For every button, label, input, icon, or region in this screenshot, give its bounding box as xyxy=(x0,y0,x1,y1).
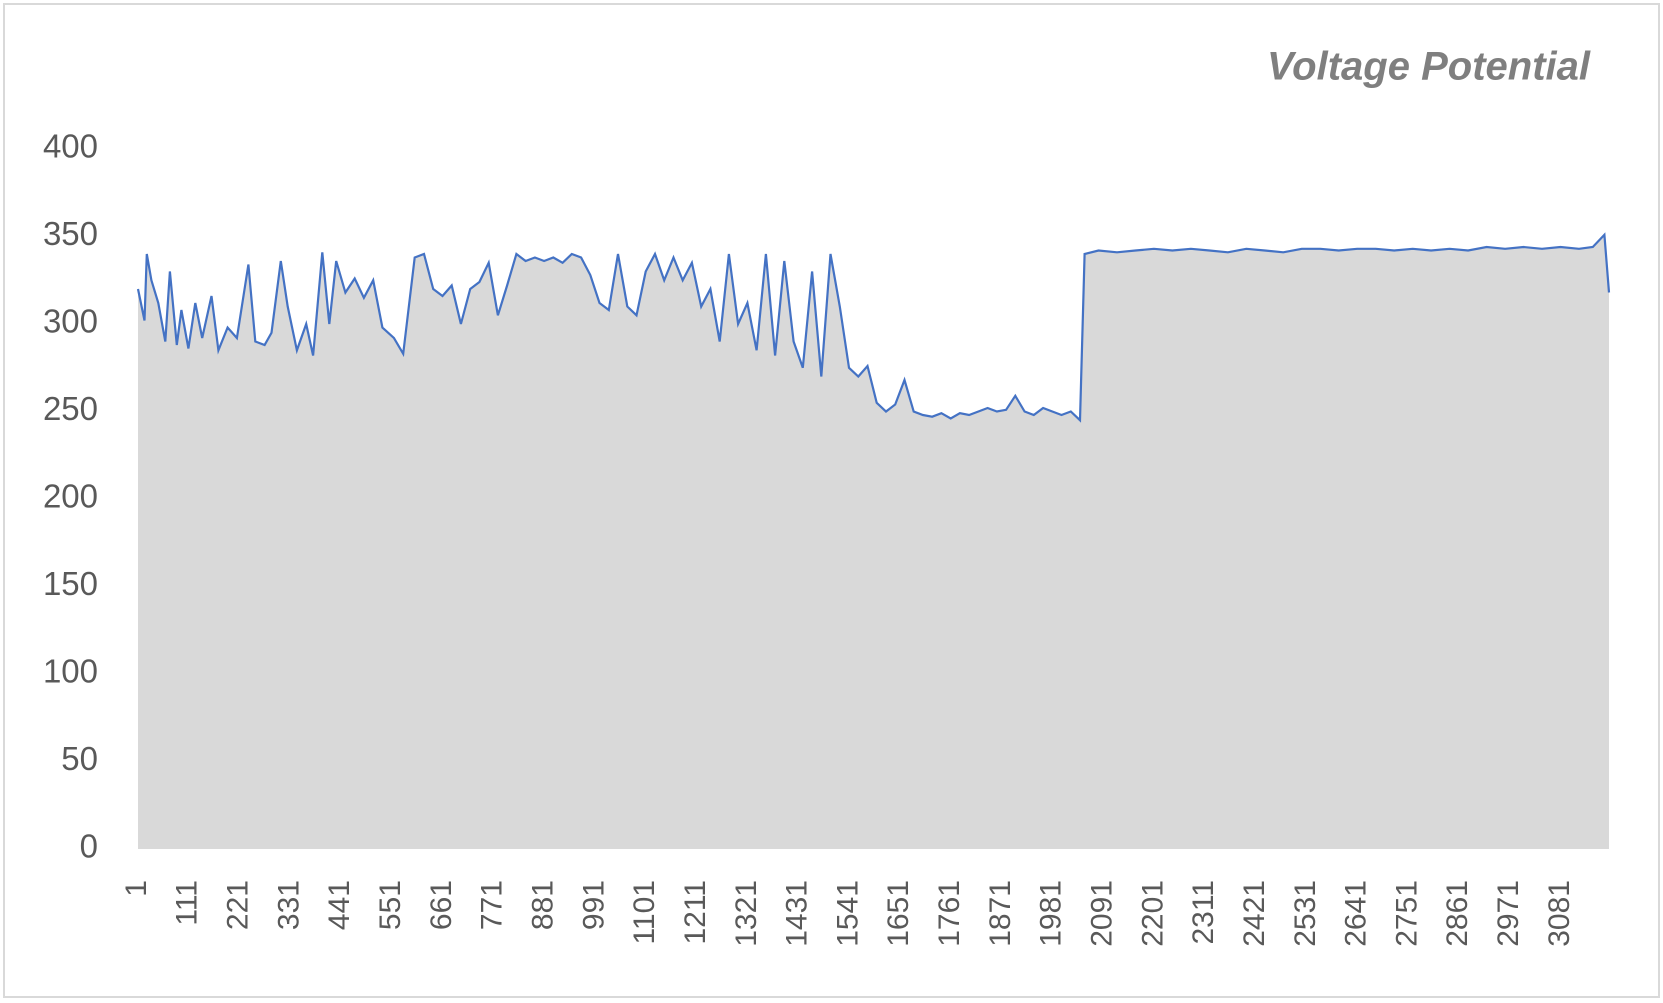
x-tick-label: 1321 xyxy=(730,880,763,947)
y-tick-label: 150 xyxy=(43,565,98,602)
x-tick-label: 1101 xyxy=(628,880,661,945)
x-tick-label: 991 xyxy=(577,880,610,930)
x-tick-label: 1651 xyxy=(882,880,915,947)
y-tick-label: 50 xyxy=(61,740,98,777)
x-tick-label: 1211 xyxy=(679,880,712,945)
y-tick-label: 200 xyxy=(43,478,98,515)
x-tick-label: 441 xyxy=(323,880,356,930)
chart-title: Voltage Potential xyxy=(1267,45,1591,89)
x-tick-label: 2751 xyxy=(1390,880,1423,947)
y-tick-label: 350 xyxy=(43,215,98,252)
x-tick-label: 771 xyxy=(476,880,509,930)
x-tick-label: 2971 xyxy=(1492,880,1525,947)
area-fill xyxy=(138,234,1609,850)
x-tick-label: 1981 xyxy=(1035,880,1068,947)
x-tick-label: 1871 xyxy=(984,880,1017,947)
y-tick-label: 0 xyxy=(80,828,98,865)
x-tick-label: 1541 xyxy=(831,880,864,947)
x-tick-label: 1 xyxy=(120,880,153,897)
x-tick-label: 2641 xyxy=(1340,880,1373,947)
x-tick-label: 2421 xyxy=(1238,880,1271,947)
x-tick-label: 881 xyxy=(526,880,559,930)
x-tick-label: 3081 xyxy=(1543,880,1576,947)
x-tick-label: 661 xyxy=(425,880,458,930)
x-tick-label: 2091 xyxy=(1085,880,1118,947)
x-tick-label: 2531 xyxy=(1289,880,1322,947)
x-tick-label: 2311 xyxy=(1187,880,1220,945)
x-tick-label: 331 xyxy=(272,880,305,930)
x-tick-label: 111 xyxy=(171,880,204,926)
y-tick-label: 250 xyxy=(43,390,98,427)
y-tick-label: 100 xyxy=(43,653,98,690)
x-tick-label: 1761 xyxy=(933,880,966,947)
y-tick-label: 400 xyxy=(43,128,98,165)
x-tick-label: 1431 xyxy=(781,880,814,947)
x-tick-label: 2861 xyxy=(1441,880,1474,947)
x-tick-label: 551 xyxy=(374,880,407,930)
x-tick-label: 2201 xyxy=(1136,880,1169,947)
y-tick-label: 300 xyxy=(43,303,98,340)
x-tick-label: 221 xyxy=(222,880,255,930)
series-line xyxy=(136,232,1611,423)
